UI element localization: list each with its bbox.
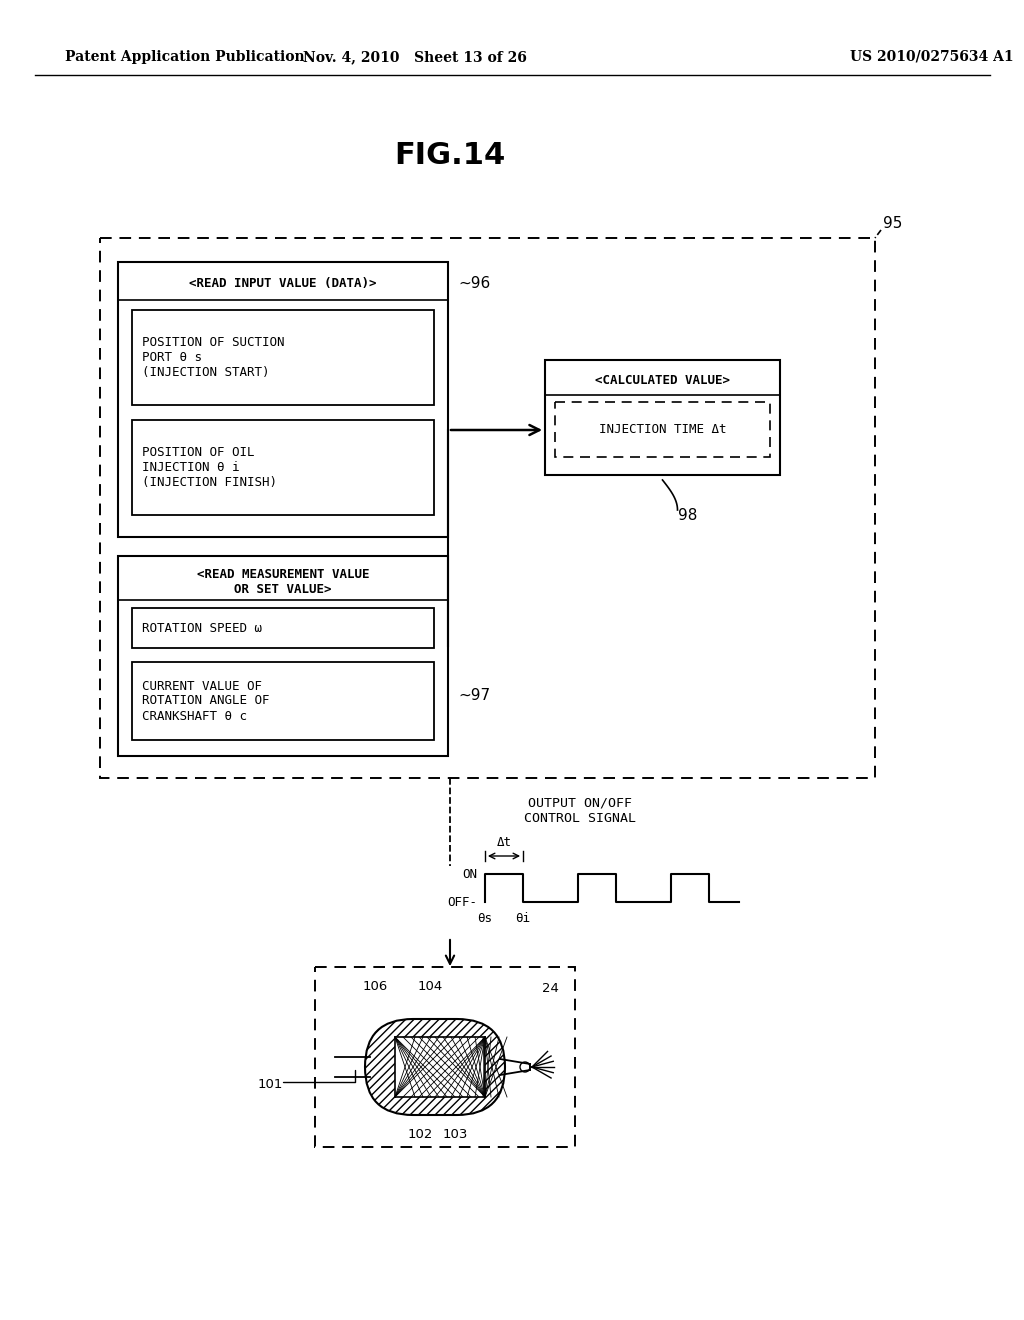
Bar	[395, 1038, 485, 1097]
Text: FIG.14: FIG.14	[394, 140, 506, 169]
Text: ~96: ~96	[458, 276, 490, 292]
Bar	[118, 261, 449, 537]
Text: OUTPUT ON/OFF
CONTROL SIGNAL: OUTPUT ON/OFF CONTROL SIGNAL	[524, 797, 636, 825]
Text: ON: ON	[462, 867, 477, 880]
Text: <READ MEASUREMENT VALUE
OR SET VALUE>: <READ MEASUREMENT VALUE OR SET VALUE>	[197, 568, 370, 597]
Text: ~97: ~97	[458, 689, 490, 704]
Text: Patent Application Publication: Patent Application Publication	[65, 50, 304, 63]
Text: CURRENT VALUE OF
ROTATION ANGLE OF
CRANKSHAFT θ c: CURRENT VALUE OF ROTATION ANGLE OF CRANK…	[142, 680, 269, 722]
Text: POSITION OF OIL
INJECTION θ i
(INJECTION FINISH): POSITION OF OIL INJECTION θ i (INJECTION…	[142, 446, 278, 488]
Text: Δt: Δt	[497, 837, 512, 850]
Text: 101: 101	[257, 1078, 283, 1092]
Bar	[132, 663, 434, 741]
Text: <READ INPUT VALUE (DATA)>: <READ INPUT VALUE (DATA)>	[189, 277, 377, 290]
FancyBboxPatch shape	[365, 1019, 505, 1115]
Text: θi: θi	[515, 912, 530, 924]
Bar	[132, 420, 434, 515]
Bar	[100, 238, 874, 777]
Bar	[118, 556, 449, 756]
Text: ROTATION SPEED ω: ROTATION SPEED ω	[142, 622, 262, 635]
Text: 24: 24	[542, 982, 558, 995]
Bar	[545, 360, 780, 475]
Text: OFF-: OFF-	[447, 895, 477, 908]
Bar	[132, 609, 434, 648]
Bar	[132, 310, 434, 405]
Text: 95: 95	[883, 215, 902, 231]
Text: θs: θs	[477, 912, 493, 924]
Bar	[555, 403, 770, 457]
Text: Nov. 4, 2010   Sheet 13 of 26: Nov. 4, 2010 Sheet 13 of 26	[303, 50, 527, 63]
Text: 104: 104	[418, 981, 442, 994]
Text: 102: 102	[408, 1129, 433, 1142]
Text: 106: 106	[362, 981, 388, 994]
Text: <CALCULATED VALUE>: <CALCULATED VALUE>	[595, 374, 730, 387]
Text: POSITION OF SUCTION
PORT θ s
(INJECTION START): POSITION OF SUCTION PORT θ s (INJECTION …	[142, 337, 285, 379]
Text: 103: 103	[442, 1129, 468, 1142]
Bar	[315, 968, 575, 1147]
Text: INJECTION TIME Δt: INJECTION TIME Δt	[599, 422, 726, 436]
Text: US 2010/0275634 A1: US 2010/0275634 A1	[850, 50, 1014, 63]
Text: 98: 98	[678, 507, 697, 523]
